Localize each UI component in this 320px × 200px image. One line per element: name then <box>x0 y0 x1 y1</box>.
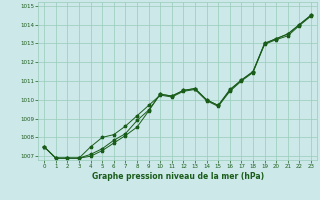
X-axis label: Graphe pression niveau de la mer (hPa): Graphe pression niveau de la mer (hPa) <box>92 172 264 181</box>
